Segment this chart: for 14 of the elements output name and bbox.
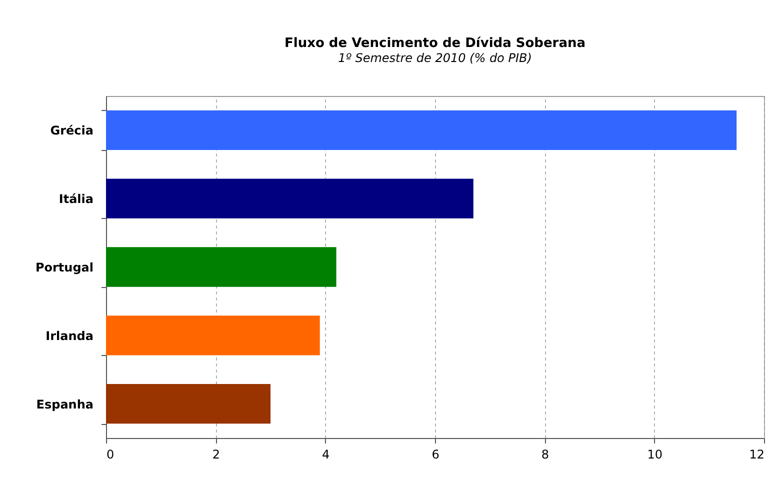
x-tick-label: 10 [647,448,662,462]
y-tick-label: Irlanda [46,328,94,343]
y-tick-label: Portugal [35,260,94,274]
y-tick-label: Grécia [50,124,94,138]
y-tick-label: Itália [58,192,94,206]
x-tick-label: 8 [541,448,549,462]
x-tick-label: 12 [749,448,764,462]
x-tick-label: 0 [106,448,114,462]
chart-subtitle: 1º Semestre de 2010 (% do PIB) [338,51,532,65]
x-tick-label: 2 [212,448,220,462]
x-tick-label: 6 [432,448,440,462]
x-tick-label: 4 [322,448,330,462]
chart-title: Fluxo de Vencimento de Dívida Soberana [284,36,586,51]
y-tick-label: Espanha [36,397,94,412]
